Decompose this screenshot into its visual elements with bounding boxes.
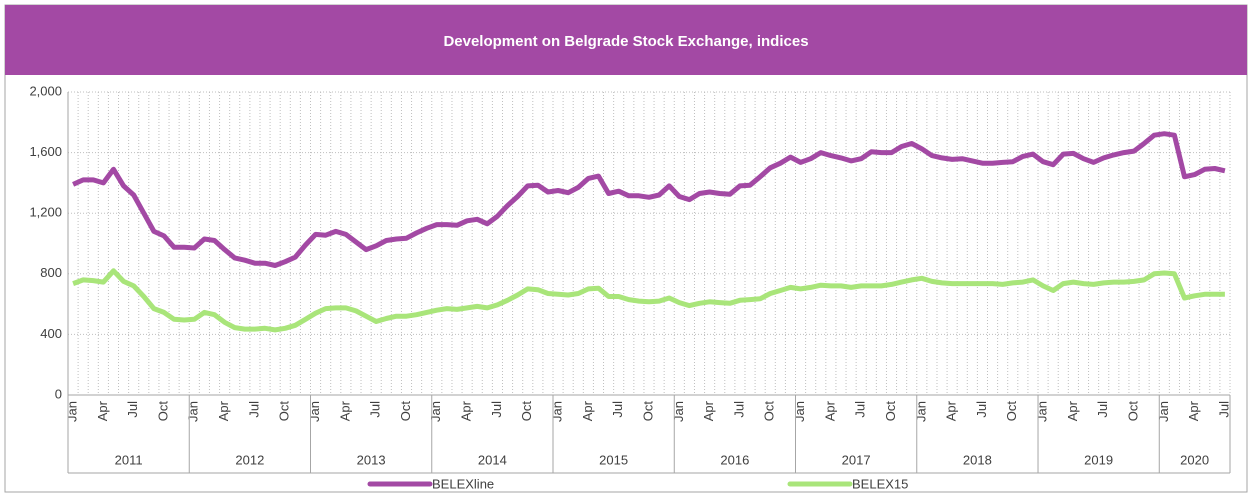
x-tick-label: Oct bbox=[398, 401, 413, 422]
x-tick-label: Jan bbox=[792, 401, 807, 422]
x-tick-label: Apr bbox=[701, 400, 716, 421]
x-tick-label: Jul bbox=[1216, 401, 1231, 418]
year-label: 2019 bbox=[1084, 452, 1113, 467]
year-label: 2020 bbox=[1180, 452, 1209, 467]
year-label: 2016 bbox=[720, 452, 749, 467]
x-tick-label: Jan bbox=[428, 401, 443, 422]
year-label: 2012 bbox=[235, 452, 264, 467]
x-tick-label: Apr bbox=[1186, 400, 1201, 421]
x-tick-label: Jan bbox=[1035, 401, 1050, 422]
y-tick-label: 0 bbox=[55, 386, 62, 401]
x-tick-label: Apr bbox=[95, 400, 110, 421]
x-tick-label: Jan bbox=[913, 401, 928, 422]
x-tick-label: Jul bbox=[610, 401, 625, 418]
year-label: 2018 bbox=[963, 452, 992, 467]
legend-label: BELEX15 bbox=[852, 476, 908, 491]
x-tick-label: Jan bbox=[1156, 401, 1171, 422]
x-tick-label: Apr bbox=[216, 400, 231, 421]
frame bbox=[4, 4, 1248, 493]
x-tick-label: Jul bbox=[974, 401, 989, 418]
title-bar bbox=[5, 5, 1247, 75]
line-series bbox=[72, 268, 1225, 333]
x-tick-label: Jan bbox=[307, 401, 322, 422]
x-tick-label: Jan bbox=[64, 401, 79, 422]
x-tick-label: Apr bbox=[944, 400, 959, 421]
y-tick-label: 400 bbox=[40, 326, 62, 341]
y-tick-label: 2,000 bbox=[29, 83, 62, 98]
x-tick-label: Jul bbox=[731, 401, 746, 418]
x-tick-label: Jul bbox=[368, 401, 383, 418]
x-tick-label: Jul bbox=[246, 401, 261, 418]
x-tick-label: Oct bbox=[277, 401, 292, 422]
x-tick-label: Oct bbox=[762, 401, 777, 422]
x-tick-label: Apr bbox=[337, 400, 352, 421]
year-label: 2011 bbox=[115, 452, 143, 467]
x-tick-label: Jan bbox=[186, 401, 201, 422]
x-tick-label: Jan bbox=[549, 401, 564, 422]
x-tick-label: Oct bbox=[640, 401, 655, 422]
x-tick-label: Apr bbox=[580, 400, 595, 421]
x-tick-label: Apr bbox=[1065, 400, 1080, 421]
x-tick-label: Jul bbox=[489, 401, 504, 418]
year-label: 2017 bbox=[842, 452, 871, 467]
x-tick-label: Jul bbox=[125, 401, 140, 418]
x-tick-label: Apr bbox=[822, 400, 837, 421]
year-label: 2015 bbox=[599, 452, 628, 467]
x-tick-label: Oct bbox=[1125, 401, 1140, 422]
x-tick-label: Jul bbox=[1095, 401, 1110, 418]
x-tick-label: Oct bbox=[883, 401, 898, 422]
x-tick-label: Oct bbox=[519, 401, 534, 422]
year-label: 2014 bbox=[478, 452, 507, 467]
x-tick-label: Jul bbox=[853, 401, 868, 418]
chart-title: Development on Belgrade Stock Exchange, … bbox=[443, 33, 808, 50]
x-tick-label: Oct bbox=[1004, 401, 1019, 422]
x-tick-label: Oct bbox=[155, 401, 170, 422]
year-label: 2013 bbox=[357, 452, 386, 467]
y-tick-label: 1,600 bbox=[29, 144, 62, 159]
x-tick-label: Jan bbox=[671, 401, 686, 422]
line-series bbox=[72, 131, 1226, 268]
legend-label: BELEXline bbox=[432, 476, 494, 491]
y-tick-label: 800 bbox=[40, 265, 62, 280]
y-tick-label: 1,200 bbox=[29, 205, 62, 220]
x-tick-label: Apr bbox=[459, 400, 474, 421]
